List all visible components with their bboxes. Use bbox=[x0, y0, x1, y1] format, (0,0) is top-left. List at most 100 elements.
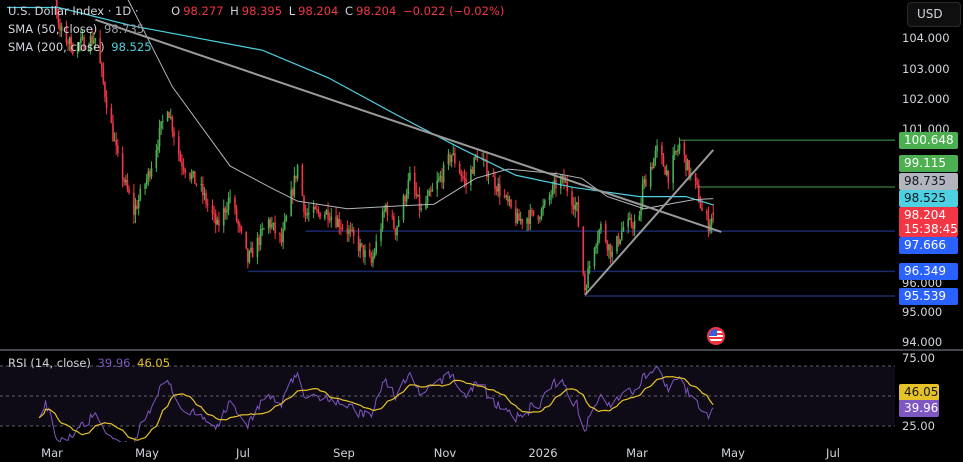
candle-body bbox=[609, 244, 612, 257]
candle-body bbox=[250, 247, 252, 252]
candle-body bbox=[699, 202, 702, 208]
candle-body bbox=[598, 230, 601, 240]
candle-body bbox=[125, 180, 127, 183]
candle-body bbox=[463, 177, 466, 180]
trendline bbox=[95, 18, 722, 233]
candle-body bbox=[553, 180, 556, 186]
candle-body bbox=[559, 179, 562, 189]
rsi-ma-label: 46.05 bbox=[899, 384, 939, 401]
candle-body bbox=[402, 196, 405, 221]
time-label: 2026 bbox=[528, 446, 558, 460]
candle-body bbox=[407, 180, 410, 195]
candle-body bbox=[707, 214, 710, 232]
candle-body bbox=[686, 160, 689, 171]
bar-countdown: 15:38:45 bbox=[904, 222, 958, 236]
candle-body bbox=[531, 210, 533, 212]
candle-body bbox=[436, 180, 438, 190]
candle-body bbox=[177, 136, 180, 155]
candle-body bbox=[92, 40, 95, 44]
candle-body bbox=[171, 117, 174, 132]
candle-body bbox=[359, 243, 361, 251]
close-value: 98.204 bbox=[356, 4, 397, 18]
candle-body bbox=[336, 218, 339, 227]
time-label: Sep bbox=[333, 446, 355, 460]
candle-body bbox=[227, 198, 230, 211]
candle-body bbox=[429, 190, 432, 192]
candle-body bbox=[234, 197, 236, 209]
candle-body bbox=[182, 166, 185, 170]
rsi-legend[interactable]: RSI (14, close) 39.96 46.05 bbox=[8, 356, 173, 370]
candle-body bbox=[99, 38, 101, 64]
currency-button[interactable]: USD bbox=[907, 2, 961, 27]
candle-body bbox=[426, 195, 429, 203]
candle-body bbox=[640, 206, 642, 216]
rsi-value: 39.96 bbox=[97, 356, 131, 370]
candle-body bbox=[274, 222, 276, 234]
candle-body bbox=[497, 183, 499, 192]
low-value: 98.204 bbox=[298, 4, 339, 18]
price-tick: 94.000 bbox=[902, 335, 943, 349]
candle-body bbox=[271, 224, 273, 228]
us-flag-icon[interactable] bbox=[707, 327, 725, 345]
candle-body bbox=[550, 194, 552, 196]
candle-body bbox=[88, 48, 90, 51]
candle-body bbox=[516, 213, 519, 224]
candle-body bbox=[529, 210, 532, 225]
candle-body bbox=[431, 189, 434, 192]
candle-body bbox=[571, 191, 573, 206]
candle-body bbox=[280, 235, 283, 243]
candle-body bbox=[259, 229, 262, 245]
candle-body bbox=[381, 211, 384, 229]
candle-body bbox=[595, 245, 597, 248]
candle-body bbox=[362, 245, 365, 258]
candle-body bbox=[166, 112, 169, 122]
candle-body bbox=[224, 208, 227, 213]
candle-body bbox=[328, 219, 331, 221]
rsi-tick-75: 75.00 bbox=[902, 351, 935, 365]
candle-body bbox=[649, 166, 652, 187]
candle-body bbox=[258, 237, 260, 245]
candle-body bbox=[404, 196, 406, 202]
candle-body bbox=[303, 195, 305, 213]
candle-body bbox=[306, 214, 308, 216]
candle-body bbox=[572, 205, 575, 210]
candle-body bbox=[627, 218, 629, 227]
sma200-label: SMA (200, close) bbox=[8, 40, 105, 54]
rsi-tick-25: 25.00 bbox=[902, 419, 935, 433]
candle-body bbox=[192, 171, 195, 175]
candle-body bbox=[673, 151, 676, 156]
candle-body bbox=[564, 181, 567, 183]
candle-body bbox=[110, 108, 113, 124]
candle-body bbox=[145, 178, 148, 185]
candle-body bbox=[370, 255, 373, 263]
candle-body bbox=[83, 37, 85, 51]
candle-body bbox=[200, 184, 203, 186]
sma200-legend[interactable]: SMA (200, close) 98.525 bbox=[8, 40, 155, 54]
candle-body bbox=[665, 170, 668, 175]
candle-body bbox=[314, 206, 317, 209]
sma50-legend[interactable]: SMA (50, close) 98.735 bbox=[8, 22, 147, 36]
candle-body bbox=[325, 209, 328, 215]
candle-body bbox=[291, 189, 294, 196]
candle-body bbox=[454, 153, 456, 164]
candle-body bbox=[447, 154, 450, 165]
candle-body bbox=[237, 220, 239, 225]
candle-body bbox=[542, 205, 544, 210]
candle-body bbox=[474, 155, 477, 158]
candle-body bbox=[324, 214, 326, 219]
candle-body bbox=[495, 188, 498, 192]
candle-body bbox=[608, 244, 610, 251]
price-tick: 102.000 bbox=[902, 92, 950, 106]
candle-body bbox=[515, 207, 517, 224]
candle-body bbox=[473, 157, 475, 174]
candle-body bbox=[304, 212, 307, 216]
candle-body bbox=[195, 183, 198, 185]
candle-body bbox=[312, 206, 315, 213]
symbol-legend[interactable]: U.S. Dollar Index · 1D · O 98.277 H 98.395… bbox=[8, 4, 507, 18]
candle-body bbox=[481, 159, 483, 161]
candle-body bbox=[694, 173, 697, 182]
candle-body bbox=[319, 212, 321, 219]
time-label: Mar bbox=[626, 446, 648, 460]
candle-body bbox=[179, 154, 182, 162]
